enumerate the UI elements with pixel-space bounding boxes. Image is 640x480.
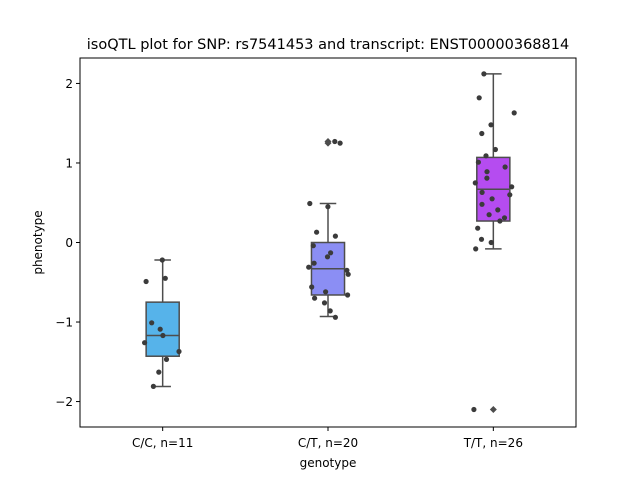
data-point <box>332 138 338 145</box>
data-point <box>511 110 517 116</box>
data-point <box>475 159 481 165</box>
y-tick-label: 1 <box>65 156 73 170</box>
data-point <box>486 212 492 218</box>
outlier-marker <box>489 406 497 414</box>
data-point <box>162 275 168 281</box>
y-tick-label: 2 <box>65 77 73 91</box>
data-point <box>345 271 351 277</box>
data-point <box>489 196 495 202</box>
data-point <box>476 95 482 101</box>
data-point <box>483 153 489 159</box>
data-point <box>479 189 485 195</box>
x-tick-label: T/T, n=26 <box>463 436 523 450</box>
data-point <box>507 192 513 198</box>
data-point <box>312 295 318 301</box>
data-point <box>323 289 329 295</box>
data-point <box>479 130 485 137</box>
y-tick-label: −1 <box>55 316 73 330</box>
outlier-marker <box>324 138 332 146</box>
y-tick-label: 0 <box>65 236 73 250</box>
data-point <box>327 308 333 314</box>
data-point <box>328 250 334 256</box>
chart-title: isoQTL plot for SNP: rs7541453 and trans… <box>87 37 569 53</box>
data-point <box>475 225 481 231</box>
data-point <box>497 218 503 224</box>
data-point <box>472 180 478 186</box>
data-point <box>345 292 351 298</box>
data-point <box>479 201 485 207</box>
data-point <box>332 233 338 239</box>
data-point <box>156 369 162 375</box>
data-point <box>314 229 320 235</box>
data-point <box>337 140 343 146</box>
data-point <box>471 406 477 413</box>
data-point <box>310 243 316 249</box>
data-point <box>495 207 501 213</box>
data-point <box>473 246 479 252</box>
data-point <box>502 164 508 170</box>
data-point <box>332 314 338 320</box>
data-point <box>478 236 485 242</box>
x-tick-label: C/C, n=11 <box>132 436 193 450</box>
x-axis-label: genotype <box>300 456 357 470</box>
data-point <box>309 284 315 290</box>
data-point <box>344 267 350 273</box>
data-point <box>484 169 490 175</box>
data-point <box>143 278 149 285</box>
data-point <box>176 348 182 355</box>
data-point <box>324 254 331 260</box>
data-point <box>142 340 148 346</box>
data-point <box>149 320 155 326</box>
data-point <box>509 184 515 190</box>
data-point <box>488 122 494 128</box>
y-axis-label: phenotype <box>31 210 45 274</box>
data-point <box>159 257 165 263</box>
data-point <box>311 260 317 266</box>
data-point <box>488 239 494 246</box>
y-tick-label: −2 <box>55 395 73 409</box>
data-point <box>321 300 328 306</box>
data-point <box>501 215 508 221</box>
data-point <box>306 264 312 270</box>
data-point <box>325 204 331 210</box>
data-point <box>150 383 156 389</box>
data-point <box>160 332 166 339</box>
data-point <box>481 71 487 77</box>
data-point <box>157 326 163 332</box>
x-tick-label: C/T, n=20 <box>298 436 358 450</box>
data-point <box>307 200 313 207</box>
data-point <box>484 175 490 181</box>
data-point <box>492 146 498 153</box>
data-point <box>163 356 170 362</box>
